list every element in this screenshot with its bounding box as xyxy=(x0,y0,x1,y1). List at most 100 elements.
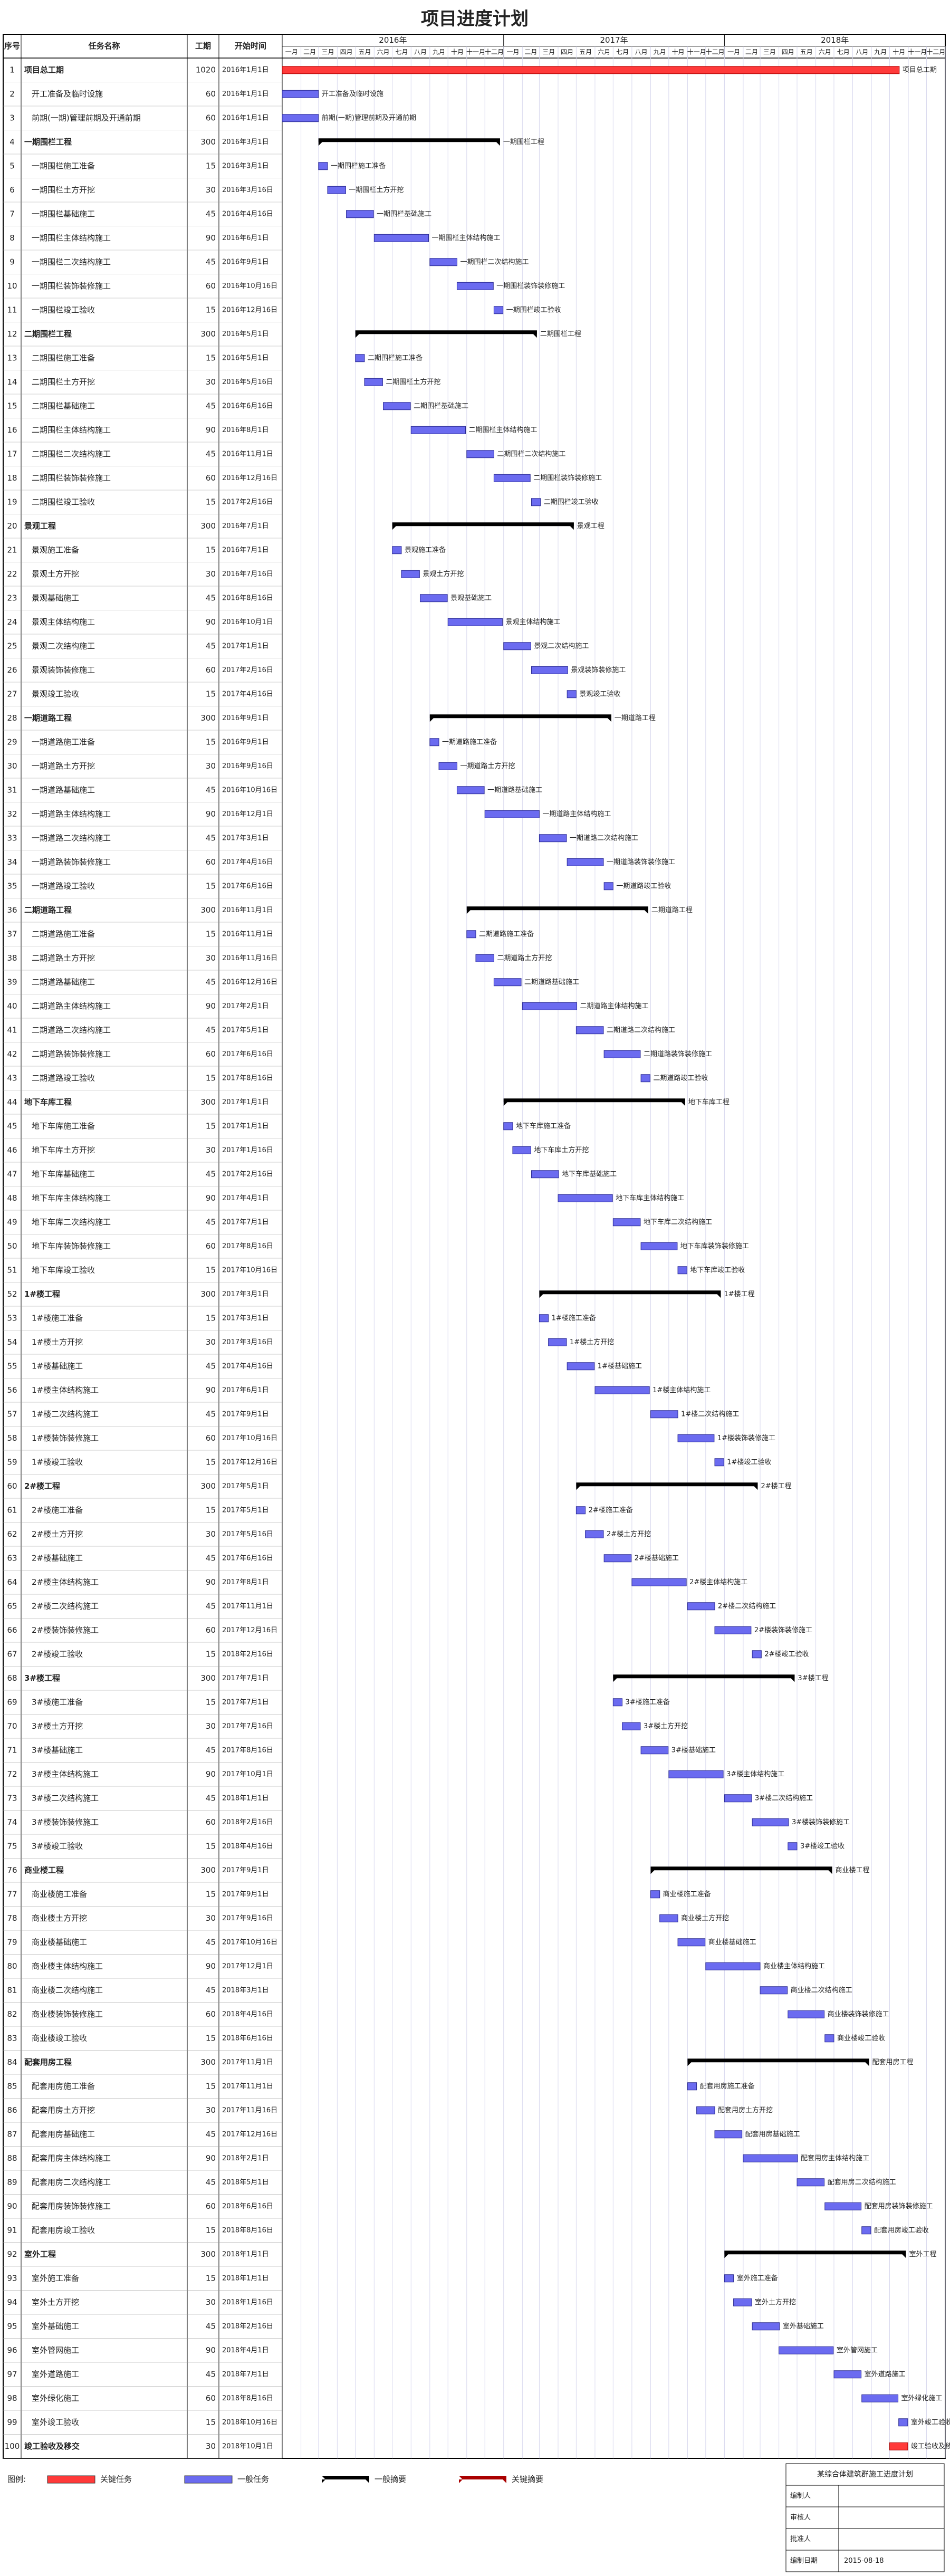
row-id: 98 xyxy=(7,2393,17,2403)
task-bar xyxy=(752,2322,780,2331)
start-date: 2017年9月1日 xyxy=(222,1866,269,1874)
start-date: 2017年11月1日 xyxy=(222,2082,273,2090)
task-name: 竣工验收及移交 xyxy=(24,2441,80,2451)
bar-label: 一期道路工程 xyxy=(615,714,656,722)
row-id: 95 xyxy=(7,2321,17,2331)
start-date: 2017年4月1日 xyxy=(222,1194,269,1202)
duration: 15 xyxy=(206,161,216,170)
bar-label: 景观主体结构施工 xyxy=(505,618,560,626)
duration: 15 xyxy=(206,1121,216,1131)
start-date: 2018年10月16日 xyxy=(222,2418,277,2426)
duration: 300 xyxy=(200,1289,216,1299)
bar-label: 2#楼主体结构施工 xyxy=(689,1578,747,1586)
duration: 300 xyxy=(200,1865,216,1875)
row-id: 30 xyxy=(7,761,17,771)
task-name: 商业楼主体结构施工 xyxy=(32,1961,103,1971)
bar-label: 3#楼竣工验收 xyxy=(800,1842,845,1850)
task-bar xyxy=(714,1458,724,1467)
summary-bar xyxy=(650,1866,832,1871)
task-name: 配套用房主体结构施工 xyxy=(32,2153,111,2163)
task-name: 一期围栏工程 xyxy=(24,137,72,147)
start-date: 2016年7月16日 xyxy=(222,570,273,578)
task-name: 配套用房工程 xyxy=(24,2057,72,2067)
duration: 60 xyxy=(206,113,216,122)
duration: 15 xyxy=(206,1649,216,1659)
start-date: 2017年5月16日 xyxy=(222,1530,273,1538)
task-bar xyxy=(429,258,457,266)
start-date: 2017年1月1日 xyxy=(222,1098,269,1106)
start-date: 2018年8月16日 xyxy=(222,2395,273,2402)
start-date: 2016年3月16日 xyxy=(222,186,273,194)
start-date: 2016年7月1日 xyxy=(222,546,269,554)
start-date: 2017年3月1日 xyxy=(222,1290,269,1298)
start-date: 2018年4月16日 xyxy=(222,2010,273,2018)
task-name: 二期围栏竣工验收 xyxy=(32,497,95,506)
start-date: 2017年3月1日 xyxy=(222,834,269,842)
bar-label: 地下车库二次结构施工 xyxy=(644,1218,712,1226)
task-bar xyxy=(585,1530,604,1538)
row-id: 41 xyxy=(7,1025,17,1035)
task-name: 景观装饰装修施工 xyxy=(32,665,95,675)
info-label: 审核人 xyxy=(790,2514,811,2522)
duration: 90 xyxy=(206,1193,216,1203)
start-date: 2016年1月1日 xyxy=(222,66,269,74)
bar-label: 室外绿化施工 xyxy=(901,2394,943,2402)
duration: 45 xyxy=(206,1553,216,1563)
task-name: 景观工程 xyxy=(24,521,56,531)
task-bar xyxy=(788,1842,798,1851)
duration: 60 xyxy=(206,1049,216,1059)
row-id: 51 xyxy=(7,1265,17,1275)
start-date: 2017年7月1日 xyxy=(222,1218,269,1226)
task-bar xyxy=(603,882,613,890)
month-label: 六月 xyxy=(819,48,831,55)
info-date: 2015-08-18 xyxy=(844,2557,884,2565)
start-date: 2018年7月1日 xyxy=(222,2370,269,2378)
row-id: 16 xyxy=(7,425,17,435)
task-bar xyxy=(456,786,485,794)
column-header: 任务名称 xyxy=(88,41,120,51)
row-id: 56 xyxy=(7,1385,17,1395)
task-name: 一期围栏土方开挖 xyxy=(32,185,95,195)
bar-label: 一期围栏二次结构施工 xyxy=(460,257,529,266)
bar-label: 2#楼土方开挖 xyxy=(607,1530,651,1538)
row-id: 92 xyxy=(7,2249,17,2259)
task-bar xyxy=(714,2130,743,2139)
month-label: 十月 xyxy=(672,48,685,55)
bar-label: 一期道路基础施工 xyxy=(487,786,542,794)
bar-label: 3#楼主体结构施工 xyxy=(726,1770,784,1778)
task-bar xyxy=(788,2010,825,2018)
task-name: 2#楼施工准备 xyxy=(32,1505,83,1515)
duration: 15 xyxy=(206,545,216,554)
duration: 60 xyxy=(206,2201,216,2211)
duration: 300 xyxy=(200,1481,216,1491)
bar-label: 一期围栏工程 xyxy=(503,138,544,146)
task-bar xyxy=(575,1026,604,1035)
row-id: 32 xyxy=(7,809,17,819)
task-bar xyxy=(567,858,604,866)
task-name: 3#楼土方开挖 xyxy=(32,1721,83,1731)
start-date: 2017年4月16日 xyxy=(222,690,273,698)
duration: 300 xyxy=(200,905,216,915)
bar-label: 配套用房二次结构施工 xyxy=(828,2178,896,2186)
task-bar xyxy=(696,2106,715,2114)
start-date: 2017年6月1日 xyxy=(222,1386,269,1394)
duration: 30 xyxy=(206,1529,216,1539)
row-id: 6 xyxy=(9,185,15,195)
duration: 90 xyxy=(206,233,216,243)
task-bar xyxy=(752,1650,762,1659)
info-label: 编制人 xyxy=(790,2492,811,2500)
task-bar xyxy=(429,738,439,746)
task-name: 配套用房装饰装修施工 xyxy=(32,2201,111,2211)
duration: 15 xyxy=(206,353,216,362)
row-id: 34 xyxy=(7,857,17,867)
row-id: 17 xyxy=(7,449,17,458)
start-date: 2016年4月16日 xyxy=(222,210,273,218)
task-bar xyxy=(575,1506,586,1515)
row-id: 1 xyxy=(9,65,15,74)
start-date: 2017年8月16日 xyxy=(222,1746,273,1754)
bar-label: 配套用房施工准备 xyxy=(700,2082,755,2090)
bar-label: 1#楼土方开挖 xyxy=(570,1338,614,1346)
row-id: 46 xyxy=(7,1145,17,1155)
duration: 60 xyxy=(206,281,216,291)
bar-label: 室外工程 xyxy=(909,2250,936,2258)
